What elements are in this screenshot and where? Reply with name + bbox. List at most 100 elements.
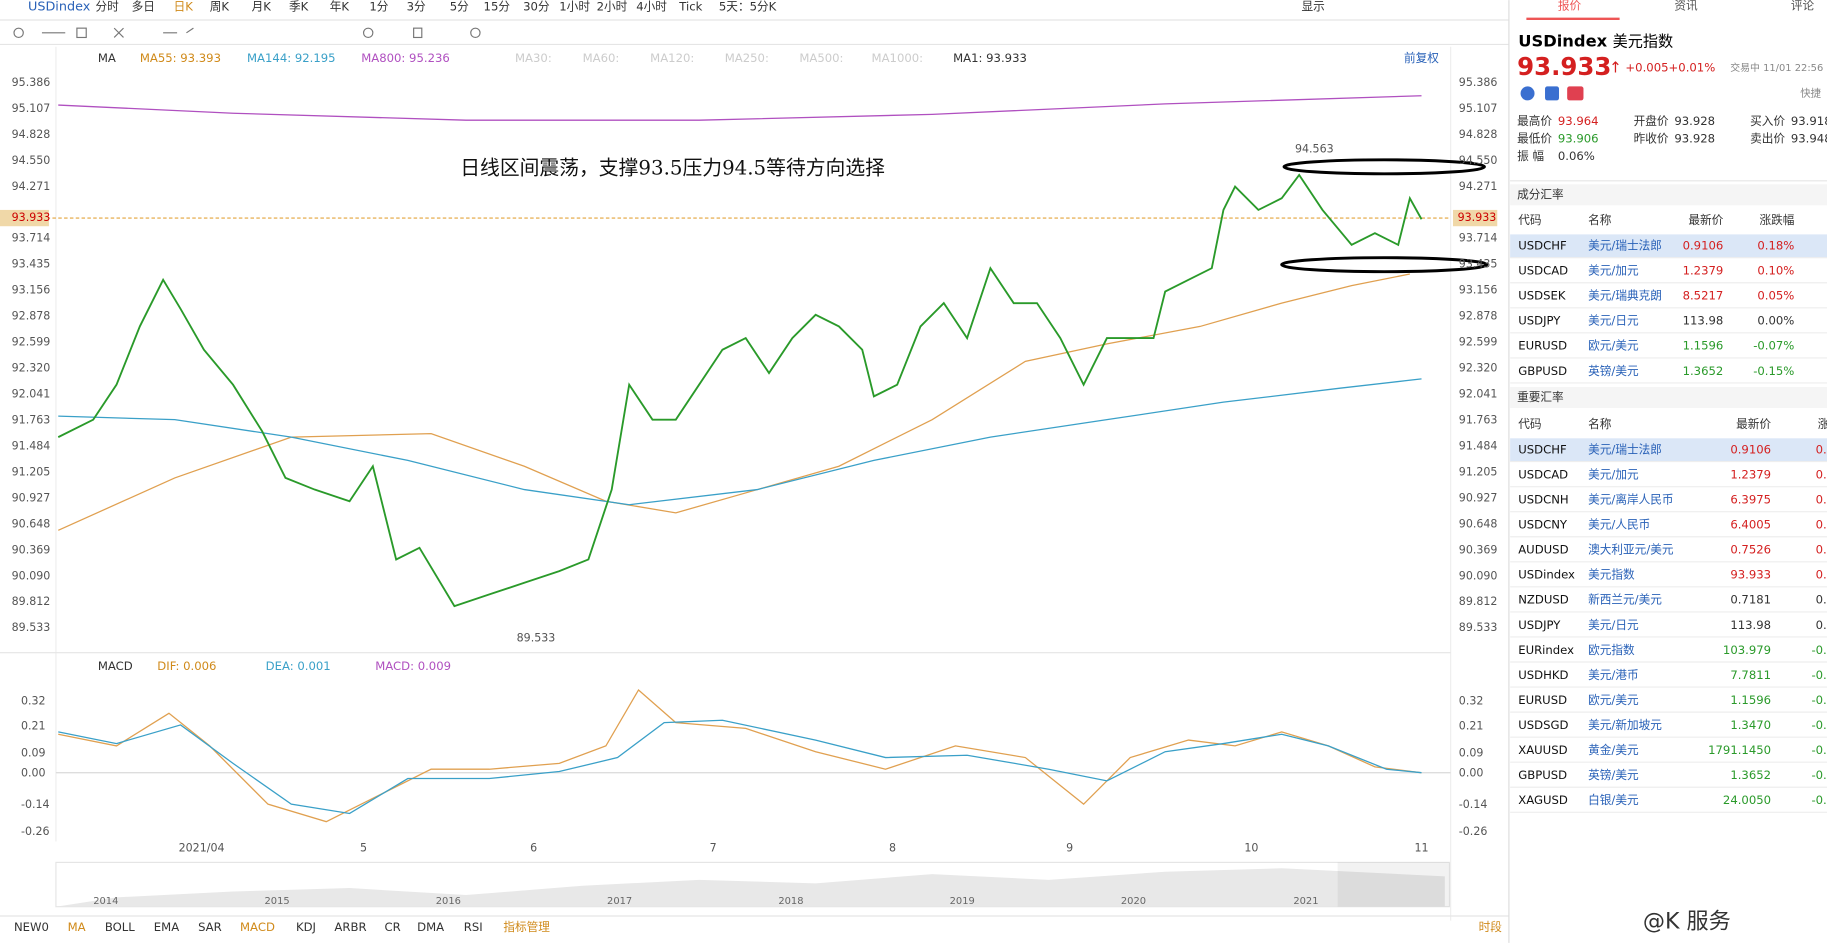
table-cell[interactable]: 白银/美元 [1588, 793, 1639, 807]
table-cell[interactable]: 7.7811 [1730, 668, 1771, 682]
table-cell[interactable]: 0.01% [1816, 568, 1827, 582]
table-cell[interactable]: 美元/离岸人民币 [1588, 493, 1673, 507]
table-cell[interactable]: -0.07% [1811, 693, 1827, 707]
table-cell[interactable]: 0.7181 [1730, 593, 1771, 607]
table-cell[interactable]: 1.2379 [1683, 264, 1724, 278]
period-tab[interactable]: 月K [252, 0, 272, 14]
period-tab[interactable]: 分时 [96, 0, 120, 14]
indicator-tab[interactable]: MA [68, 920, 86, 934]
table-cell[interactable]: 0.05% [1816, 518, 1827, 532]
period-tab[interactable]: Tick [678, 0, 702, 14]
table-cell[interactable]: 美元指数 [1588, 568, 1635, 582]
indicator-tab[interactable]: ARBR [334, 920, 366, 934]
indicator-tab[interactable]: SAR [198, 920, 222, 934]
table-cell[interactable]: 24.0050 [1723, 793, 1771, 807]
indicator-tab[interactable]: RSI [464, 920, 483, 934]
table-cell[interactable]: 0.9106 [1730, 442, 1771, 456]
table-cell[interactable]: 1791.1450 [1708, 743, 1771, 757]
symbol[interactable]: USDindex [28, 0, 91, 15]
table-cell[interactable]: NZDUSD [1518, 593, 1569, 607]
table-cell[interactable]: 美元/瑞典克朗 [1588, 289, 1662, 303]
table-cell[interactable]: USDHKD [1518, 668, 1568, 682]
table-cell[interactable]: 0.00% [1757, 314, 1794, 328]
table-cell[interactable]: USDSEK [1518, 289, 1566, 303]
table-cell[interactable]: USDCAD [1518, 467, 1568, 481]
table-cell[interactable]: 英镑/美元 [1588, 768, 1639, 782]
table-cell[interactable]: USDCNY [1518, 518, 1568, 532]
adjust-toggle[interactable]: 前复权 [1404, 51, 1439, 65]
navigator-window[interactable] [1337, 862, 1450, 907]
table-cell[interactable]: USDSGD [1518, 718, 1568, 732]
table-cell[interactable]: 1.3652 [1730, 768, 1771, 782]
period-button[interactable]: 时段 [1479, 920, 1503, 934]
table-cell[interactable]: 0.18% [1757, 239, 1794, 253]
table-cell[interactable]: 0.7526 [1730, 543, 1771, 557]
table-cell[interactable]: 0.00% [1816, 593, 1827, 607]
table-cell[interactable]: -0.17% [1811, 793, 1827, 807]
table-cell[interactable]: -0.15% [1811, 768, 1827, 782]
table-cell[interactable]: USDJPY [1518, 314, 1561, 328]
table-cell[interactable]: 1.1596 [1683, 339, 1724, 353]
table-cell[interactable]: 英镑/美元 [1588, 364, 1639, 378]
period-tab[interactable]: 30分 [523, 0, 550, 14]
table-cell[interactable]: 美元/港币 [1588, 668, 1638, 682]
table-cell[interactable]: 黄金/美元 [1588, 743, 1639, 757]
period-tab[interactable]: 日K [174, 0, 194, 14]
indicator-tab[interactable]: MACD [240, 920, 275, 934]
table-cell[interactable]: 0.00% [1816, 618, 1827, 632]
table-cell[interactable]: 0.18% [1816, 442, 1827, 456]
table-cell[interactable]: -0.10% [1811, 718, 1827, 732]
table-cell[interactable]: 美元/日元 [1588, 314, 1639, 328]
table-cell[interactable]: -0.07% [1753, 339, 1794, 353]
period-tab[interactable]: 多日 [132, 0, 155, 14]
panel-tab[interactable]: 报价 [1558, 0, 1582, 13]
indicator-tab[interactable]: KDJ [296, 920, 316, 934]
table-cell[interactable]: 1.1596 [1730, 693, 1771, 707]
table-cell[interactable]: 6.3975 [1730, 493, 1771, 507]
table-cell[interactable]: 1.2379 [1730, 467, 1771, 481]
period-tab[interactable]: 周K [210, 0, 230, 14]
period-tab[interactable]: 季K [289, 0, 309, 14]
table-cell[interactable]: 0.10% [1757, 264, 1794, 278]
table-cell[interactable]: 113.98 [1730, 618, 1771, 632]
period-tab[interactable]: 4小时 [636, 0, 667, 14]
period-tab[interactable]: 15分 [484, 0, 511, 14]
table-cell[interactable]: USDCAD [1518, 264, 1568, 278]
table-cell[interactable]: 6.4005 [1730, 518, 1771, 532]
table-cell[interactable]: 欧元指数 [1588, 643, 1635, 657]
panel-tab[interactable]: 资讯 [1674, 0, 1698, 13]
indicator-tab[interactable]: BOLL [105, 920, 135, 934]
indicator-tab[interactable]: EMA [154, 920, 179, 934]
table-cell[interactable]: 美元/日元 [1588, 618, 1639, 632]
table-cell[interactable]: EURUSD [1518, 693, 1567, 707]
table-cell[interactable]: AUDUSD [1518, 543, 1568, 557]
table-cell[interactable]: 0.07% [1816, 493, 1827, 507]
table-cell[interactable]: 美元/新加坡元 [1588, 718, 1662, 732]
table-cell[interactable]: 欧元/美元 [1588, 693, 1639, 707]
period-tab[interactable]: 3分 [407, 0, 426, 14]
table-cell[interactable]: USDCHF [1518, 442, 1567, 456]
period-tab[interactable]: 2小时 [597, 0, 628, 14]
table-cell[interactable]: 113.98 [1683, 314, 1724, 328]
table-cell[interactable]: 美元/加元 [1588, 264, 1639, 278]
table-cell[interactable]: GBPUSD [1518, 768, 1567, 782]
table-cell[interactable]: 美元/人民币 [1588, 518, 1650, 532]
table-cell[interactable]: 1.3470 [1730, 718, 1771, 732]
table-cell[interactable]: USDCNH [1518, 493, 1568, 507]
table-cell[interactable]: 103.979 [1723, 643, 1771, 657]
table-cell[interactable]: -0.02% [1811, 668, 1827, 682]
shortcut[interactable]: 快捷 [1800, 86, 1821, 99]
table-cell[interactable]: 0.01% [1816, 543, 1827, 557]
table-cell[interactable]: 欧元/美元 [1588, 339, 1639, 353]
table-cell[interactable]: 澳大利亚元/美元 [1588, 543, 1674, 557]
indicator-manage[interactable]: 指标管理 [503, 920, 550, 934]
indicator-tab[interactable]: DMA [417, 920, 444, 934]
table-cell[interactable]: EURUSD [1518, 339, 1567, 353]
table-cell[interactable]: 美元/瑞士法郎 [1588, 239, 1662, 253]
table-cell[interactable]: XAUUSD [1518, 743, 1567, 757]
table-cell[interactable]: GBPUSD [1518, 364, 1567, 378]
period-tab[interactable]: 年K [330, 0, 350, 14]
indicator-tab[interactable]: NEW0 [14, 920, 49, 934]
indicator-tab[interactable]: CR [385, 920, 401, 934]
panel-tab[interactable]: 评论 [1791, 0, 1815, 13]
